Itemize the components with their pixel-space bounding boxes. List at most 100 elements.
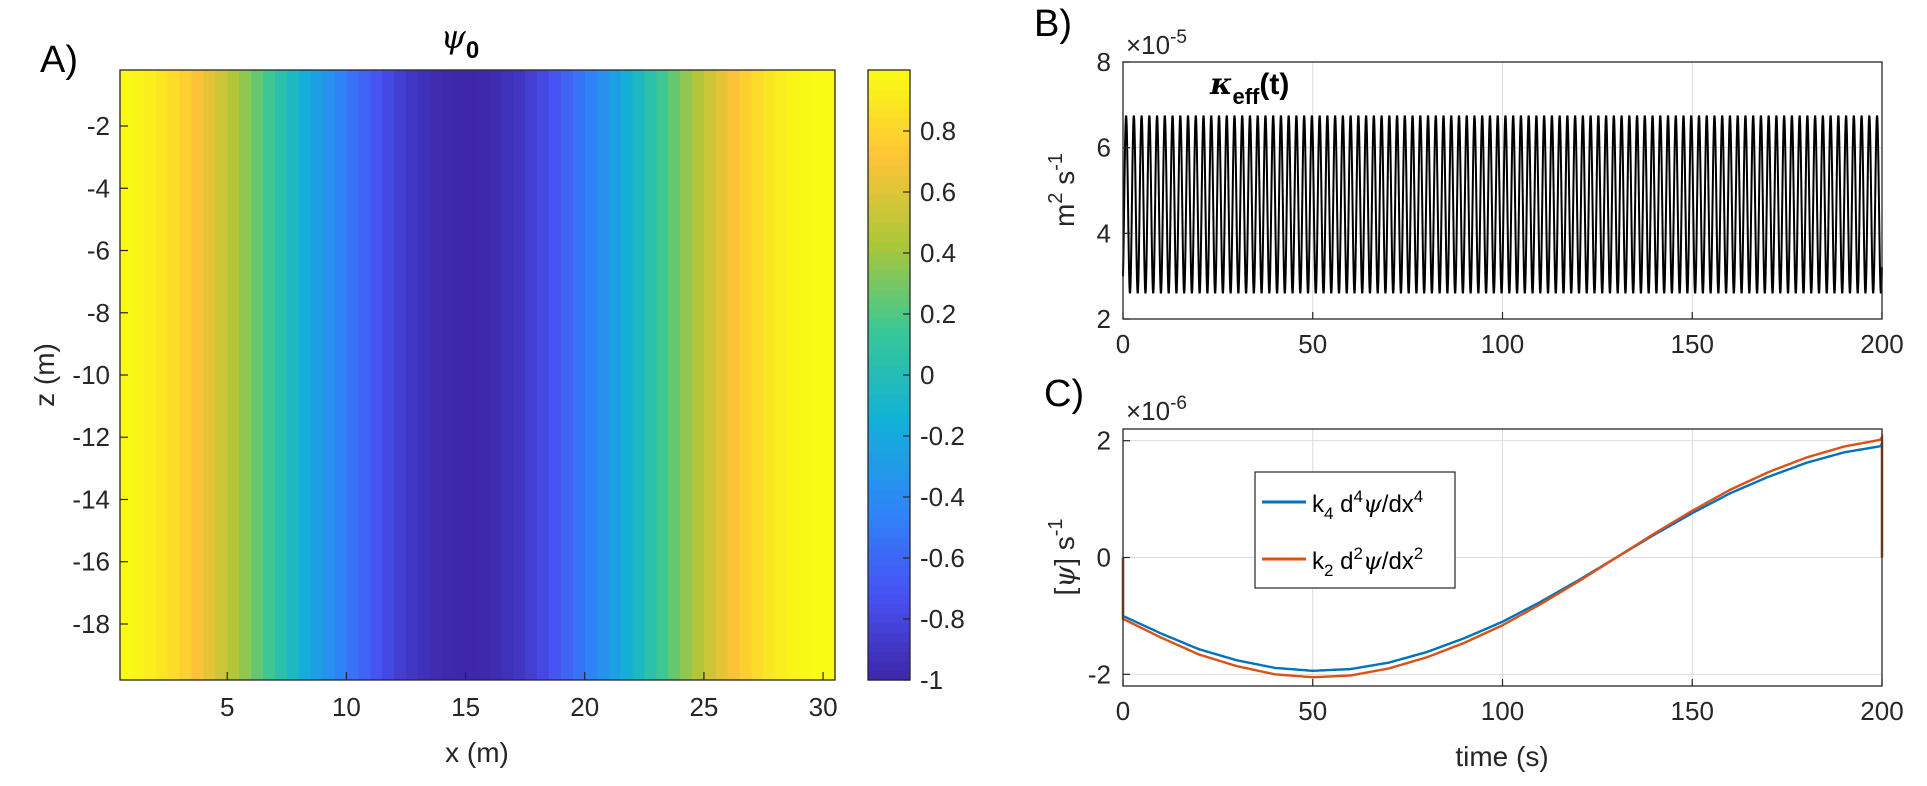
panel-b-y-tick-label: 4 [1097,218,1111,248]
panel-c-y-label-unit: ] s [1049,536,1080,566]
heatmap-cell [489,70,502,680]
heatmap-cell [584,70,598,680]
heatmap-y-tick-label: -4 [87,173,110,203]
colorbar-cell [868,641,910,653]
colorbar-cell [868,184,910,195]
colorbar-cell [868,556,910,567]
colorbar-cell [868,489,910,500]
colorbar-cell [868,336,910,348]
colorbar-tick-label: 0 [920,360,934,390]
heatmap-cell [167,70,181,680]
panel-b-y-tick-label: 6 [1097,133,1111,163]
heatmap-y-tick-label: -14 [72,484,110,514]
panel-c-y-tick-label: 2 [1097,426,1111,456]
heatmap-y-tick-label: -6 [87,236,110,266]
heatmap-cell [346,70,359,680]
heatmap-y-tick-label: -8 [87,298,110,328]
heatmap-y-ticks: -2 -4 -6 -8 -10 -12 -14 -16 -18 [72,111,128,639]
heatmap-cell [715,70,729,680]
k2-series-line [1121,433,1884,679]
heatmap-cell [263,70,276,680]
heatmap-cell [298,70,312,680]
colorbar-cell [868,155,910,166]
panel-b-y-ticks: 2 4 6 8 [1097,47,1130,334]
colorbar-cell [868,470,910,481]
colorbar-cell [868,346,910,357]
heatmap-cell [227,70,240,680]
heatmap-cell [703,70,717,680]
panel-b-y-label-unit2: s [1049,171,1080,193]
panel-a-title-symbol: ψ [441,18,467,56]
panel-b-x-tick-label: 100 [1481,329,1524,359]
heatmap-cell [596,70,610,680]
heatmap-cell [179,70,193,680]
heatmap-cell [394,70,407,680]
heatmap-cell [203,70,216,680]
colorbar-cell [868,89,910,100]
panel-b-x-tick-label: 0 [1116,329,1130,359]
heatmap-cell [274,70,288,680]
panel-c-x-tick-label: 150 [1671,696,1714,726]
panel-b-exponent-base: ×10 [1126,30,1170,60]
heatmap-x-tick-label: 25 [689,692,718,722]
panel-c-y-ticks: -2 0 2 [1088,426,1130,689]
heatmap-y-tick-label: -2 [87,111,110,141]
heatmap-cell [560,70,574,680]
colorbar-cells [868,70,910,681]
heatmap-cell [751,70,765,680]
heatmap-cell [549,70,562,680]
colorbar-tick-label: 0.2 [920,299,956,329]
panel-c-exponent: ×10-6 [1126,393,1187,426]
heatmap-cell [441,70,455,680]
colorbar-tick-label: 0.8 [920,116,956,146]
heatmap-cell [513,70,526,680]
heatmap-cell [191,70,205,680]
kappa-suffix: (t) [1259,68,1289,101]
panel-c-letter: C) [1044,373,1084,415]
colorbar-cell [868,451,910,462]
panel-b-x-tick-label: 200 [1860,329,1903,359]
colorbar-cell [868,622,910,633]
colorbar-cell [868,403,910,414]
kappa-eff-annotation: κeff(t) [1209,67,1289,109]
panel-b-x-tick-label: 50 [1298,329,1327,359]
colorbar-cell [868,270,910,281]
colorbar-cell [868,193,910,205]
heatmap-cell [382,70,395,680]
heatmap-x-tick-label: 15 [451,692,480,722]
panel-a-title: ψ0 [441,18,479,64]
colorbar-cell [868,174,910,185]
heatmap-cell [811,70,824,680]
panel-c: C) ×10-6 0 50 100 150 200 -202 time (s) [ψ] … [1044,373,1904,772]
heatmap-cell [727,70,741,680]
heatmap-cell [763,70,777,680]
heatmap-cell [537,70,550,680]
heatmap-x-ticks: 5 10 15 20 25 30 [220,672,838,722]
colorbar-cell [868,260,910,271]
panel-a-title-subscript: 0 [466,37,479,64]
colorbar-cell [868,632,910,643]
heatmap-cell [656,70,669,680]
heatmap-cell [131,70,145,680]
heatmap-cell [775,70,788,680]
panel-c-legend: k4 d4ψ/dx4 k2 d2ψ/dx2 [1254,471,1456,589]
panel-c-y-label-psi: ψ [1048,565,1081,588]
colorbar-cell [868,422,910,433]
panel-c-x-tick-label: 50 [1298,696,1327,726]
colorbar-cell [868,394,910,405]
colorbar-cell [868,613,910,624]
heatmap-cell [465,70,479,680]
heatmap-x-label: x (m) [445,737,509,768]
heatmap-cell [739,70,753,680]
panel-c-x-ticks: 0 50 100 150 200 [1116,679,1904,726]
colorbar-tick-label: -0.4 [920,482,965,512]
colorbar-cell [868,670,910,681]
heatmap-x-tick-label: 20 [570,692,599,722]
colorbar-tick-label: -0.2 [920,421,965,451]
colorbar-cell [868,70,910,81]
heatmap-cell [143,70,157,680]
heatmap-cell [251,70,264,680]
colorbar-cell [868,660,910,672]
heatmap-cell [608,70,622,680]
colorbar-cell [868,298,910,309]
